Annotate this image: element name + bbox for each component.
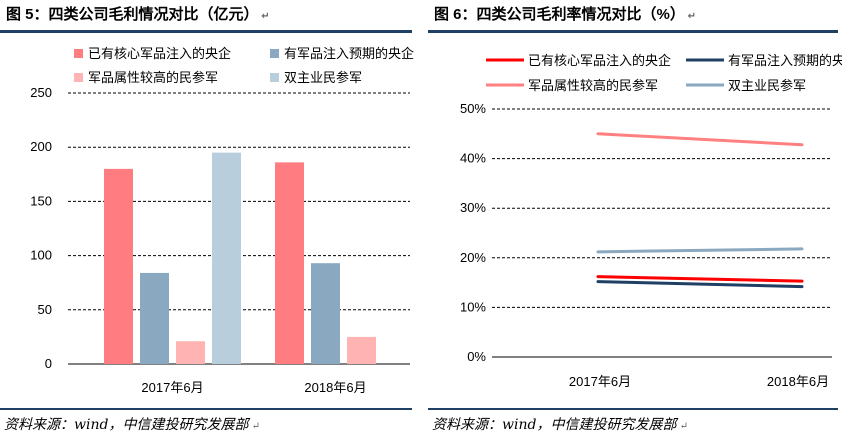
figure-5-panel: 图 5：四类公司毛利情况对比（亿元） ↵ 已有核心军品注入的央企 有军品注入预期的… [0,0,418,447]
legend-label: 有军品注入预期的央 [728,53,842,68]
series-line-2 [596,280,804,289]
bar-2 [140,272,169,364]
return-mark-icon: ↵ [684,11,697,22]
bar-4 [212,152,241,364]
bar-3 [176,341,205,364]
bar-chart: 已有核心军品注入的央企 有军品注入预期的央企军品属性较高的民参军 双主业民参军 0 50… [0,34,418,409]
legend-label: 已有核心军品注入的央企 [88,46,231,61]
source-rule [0,408,412,410]
y-tick-label: 150 [30,193,52,208]
series-line-4 [596,247,804,254]
legend-label: 军品属性较高的民参军 [88,70,218,85]
x-tick-label: 2017年6月 [141,380,203,395]
y-tick-label: 50% [460,101,486,116]
figure-6-source: 资料来源：wind，中信建投研究发展部 ↵ [432,417,689,433]
bar-3 [347,336,376,364]
series-line-3 [596,132,804,147]
source-rule [428,408,838,410]
return-mark-icon: ↵ [248,421,261,432]
y-tick-label: 200 [30,139,52,154]
x-tick-label: 2017年6月 [569,374,631,389]
title-rule [0,30,412,33]
legend-swatch [270,49,279,58]
y-tick-label: 50 [38,302,52,317]
figure-6-title: 图 6：四类公司毛利率情况对比（%） ↵ [434,6,697,23]
y-tick-label: 0 [45,356,52,371]
x-tick-label: 2018年6月 [767,374,829,389]
y-tick-label: 10% [460,299,486,314]
x-tick-label: 2018年6月 [304,380,366,395]
y-tick-label: 0% [467,349,486,364]
legend-label: 军品属性较高的民参军 [528,78,658,93]
legend-swatch [74,49,83,58]
figure-6-panel: 图 6：四类公司毛利率情况对比（%） ↵ 已有核心军品注入的央企 有军品注入预期的… [428,0,842,447]
y-tick-label: 30% [460,200,486,215]
legend-swatch [74,73,83,82]
y-tick-label: 20% [460,250,486,265]
y-tick-label: 40% [460,151,486,166]
legend-label: 有军品注入预期的央企 [284,46,414,61]
y-tick-label: 100 [30,248,52,263]
return-mark-icon: ↵ [258,11,270,22]
title-rule [428,30,838,33]
return-mark-icon: ↵ [676,421,689,432]
legend-label: 双主业民参军 [728,78,806,93]
legend-label: 已有核心军品注入的央企 [528,53,671,68]
figure-5-source: 资料来源：wind，中信建投研究发展部 ↵ [4,417,261,433]
bar-1 [104,168,133,364]
y-tick-label: 250 [30,85,52,100]
figure-5-title: 图 5：四类公司毛利情况对比（亿元） ↵ [6,6,270,23]
legend-swatch [270,73,279,82]
legend-label: 双主业民参军 [284,70,362,85]
line-chart: 已有核心军品注入的央企 有军品注入预期的央军品属性较高的民参军 双主业民参军 0% 10… [428,34,842,409]
series-line-1 [596,275,804,283]
bar-2 [311,263,340,364]
bar-1 [275,162,304,364]
